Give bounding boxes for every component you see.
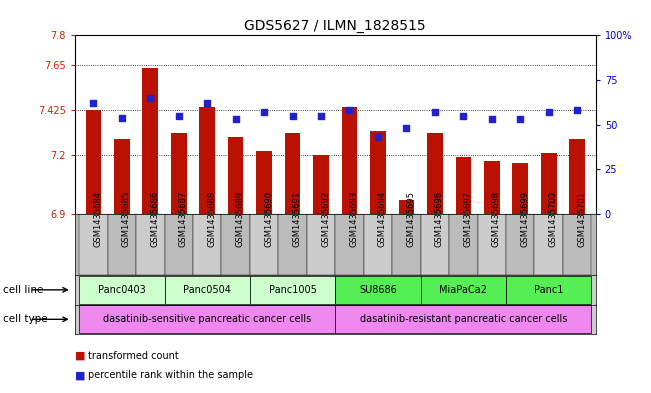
Bar xyxy=(228,137,243,214)
Bar xyxy=(335,305,591,333)
Text: GSM1435696: GSM1435696 xyxy=(435,191,444,247)
Text: GSM1435699: GSM1435699 xyxy=(520,191,529,247)
Bar xyxy=(85,110,101,214)
Bar xyxy=(456,156,471,214)
Bar xyxy=(199,107,215,214)
Bar xyxy=(364,214,392,275)
Bar xyxy=(165,276,250,304)
Point xyxy=(544,109,554,116)
Bar xyxy=(284,133,300,214)
Point xyxy=(458,113,469,119)
Text: GSM1435695: GSM1435695 xyxy=(406,191,415,247)
Point xyxy=(117,114,127,121)
Bar xyxy=(335,276,421,304)
Point xyxy=(287,113,298,119)
Point xyxy=(401,125,411,132)
Text: GSM1435688: GSM1435688 xyxy=(207,191,216,247)
Text: GSM1435686: GSM1435686 xyxy=(150,191,159,247)
Text: percentile rank within the sample: percentile rank within the sample xyxy=(88,370,253,380)
Point xyxy=(88,100,98,107)
Point xyxy=(259,109,270,116)
Point xyxy=(515,116,525,123)
Title: GDS5627 / ILMN_1828515: GDS5627 / ILMN_1828515 xyxy=(245,19,426,33)
Point xyxy=(344,107,355,114)
Bar xyxy=(193,214,221,275)
Text: GSM1435698: GSM1435698 xyxy=(492,191,501,247)
Bar xyxy=(478,214,506,275)
Text: Panc0504: Panc0504 xyxy=(184,285,231,295)
Bar xyxy=(398,200,414,214)
Bar xyxy=(484,161,499,214)
Text: GSM1435685: GSM1435685 xyxy=(122,191,131,247)
Point xyxy=(316,113,326,119)
Bar xyxy=(79,305,335,333)
Text: cell type: cell type xyxy=(3,314,48,324)
Text: ■: ■ xyxy=(75,370,85,380)
Point xyxy=(373,134,383,140)
Bar xyxy=(427,133,443,214)
Text: transformed count: transformed count xyxy=(88,351,178,361)
Bar xyxy=(171,133,187,214)
Bar xyxy=(335,214,364,275)
Text: MiaPaCa2: MiaPaCa2 xyxy=(439,285,487,295)
Bar xyxy=(449,214,478,275)
Text: GSM1435693: GSM1435693 xyxy=(350,191,359,247)
Bar xyxy=(421,214,449,275)
Bar xyxy=(370,131,386,214)
Bar xyxy=(143,68,158,214)
Text: dasatinib-sensitive pancreatic cancer cells: dasatinib-sensitive pancreatic cancer ce… xyxy=(103,314,311,324)
Bar xyxy=(506,214,534,275)
Text: GSM1435691: GSM1435691 xyxy=(292,191,301,247)
Bar xyxy=(342,107,357,214)
Text: GSM1435700: GSM1435700 xyxy=(549,191,558,247)
Text: GSM1435687: GSM1435687 xyxy=(179,191,187,247)
Point xyxy=(430,109,440,116)
Bar xyxy=(79,214,107,275)
Text: cell line: cell line xyxy=(3,285,44,295)
Text: GSM1435684: GSM1435684 xyxy=(93,191,102,247)
Bar xyxy=(541,152,557,214)
Bar xyxy=(313,154,329,214)
Text: Panc1005: Panc1005 xyxy=(269,285,316,295)
Bar xyxy=(250,276,335,304)
Bar xyxy=(506,276,591,304)
Bar xyxy=(165,214,193,275)
Text: dasatinib-resistant pancreatic cancer cells: dasatinib-resistant pancreatic cancer ce… xyxy=(359,314,567,324)
Text: SU8686: SU8686 xyxy=(359,285,397,295)
Bar xyxy=(563,214,591,275)
Text: Panc1: Panc1 xyxy=(534,285,563,295)
Bar xyxy=(79,276,165,304)
Point xyxy=(202,100,212,107)
Bar xyxy=(256,151,272,214)
Bar xyxy=(136,214,165,275)
Bar xyxy=(107,214,136,275)
Bar xyxy=(307,214,335,275)
Text: GSM1435689: GSM1435689 xyxy=(236,191,245,247)
Bar xyxy=(421,276,506,304)
Text: ■: ■ xyxy=(75,351,85,361)
Point xyxy=(572,107,583,114)
Point xyxy=(174,113,184,119)
Bar xyxy=(392,214,421,275)
Text: GSM1435692: GSM1435692 xyxy=(321,191,330,247)
Point xyxy=(145,95,156,101)
Text: GSM1435690: GSM1435690 xyxy=(264,191,273,247)
Bar xyxy=(570,139,585,214)
Point xyxy=(230,116,241,123)
Bar xyxy=(221,214,250,275)
Text: GSM1435697: GSM1435697 xyxy=(464,191,473,247)
Bar xyxy=(114,139,130,214)
Bar xyxy=(534,214,563,275)
Bar xyxy=(250,214,279,275)
Point xyxy=(486,116,497,123)
Bar xyxy=(512,163,528,214)
Text: Panc0403: Panc0403 xyxy=(98,285,146,295)
Text: GSM1435701: GSM1435701 xyxy=(577,191,586,247)
Bar xyxy=(279,214,307,275)
Text: GSM1435694: GSM1435694 xyxy=(378,191,387,247)
